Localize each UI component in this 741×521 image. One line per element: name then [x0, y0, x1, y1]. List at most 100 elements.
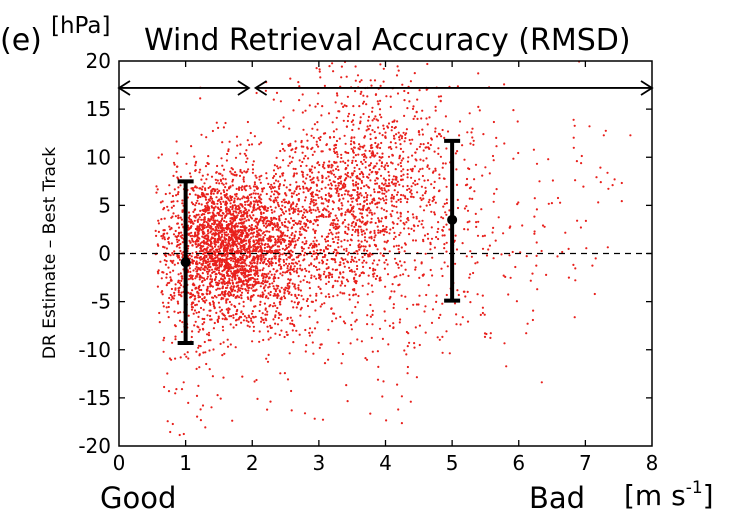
scatter-point	[234, 277, 237, 280]
scatter-point	[279, 238, 282, 241]
scatter-point	[306, 173, 309, 176]
scatter-point	[481, 311, 484, 315]
scatter-point	[308, 287, 311, 290]
scatter-point	[226, 281, 230, 285]
scatter-point	[414, 158, 417, 161]
scatter-point	[245, 242, 248, 245]
scatter-point	[338, 137, 341, 140]
scatter-point	[369, 156, 372, 159]
scatter-point	[196, 272, 199, 275]
scatter-point	[398, 321, 401, 324]
scatter-point	[368, 266, 371, 270]
scatter-point	[473, 178, 476, 181]
scatter-point	[276, 269, 279, 272]
scatter-point	[288, 155, 291, 158]
scatter-point	[337, 226, 340, 229]
scatter-point	[212, 232, 215, 235]
scatter-point	[310, 274, 313, 277]
scatter-point	[237, 204, 240, 207]
scatter-point	[280, 208, 283, 211]
scatter-point	[213, 188, 216, 191]
scatter-point	[388, 250, 391, 253]
scatter-point	[192, 301, 195, 304]
y-tick-label: 10	[86, 145, 111, 169]
scatter-point	[236, 290, 239, 293]
scatter-point	[225, 308, 228, 311]
scatter-point	[415, 110, 418, 113]
scatter-point	[256, 227, 259, 230]
scatter-point	[356, 338, 359, 341]
scatter-point	[406, 365, 409, 369]
scatter-point	[324, 208, 327, 211]
scatter-point	[545, 273, 548, 276]
scatter-point	[379, 146, 382, 150]
scatter-point	[304, 350, 307, 353]
scatter-point	[217, 269, 221, 272]
scatter-point	[239, 170, 242, 173]
scatter-point	[391, 204, 394, 207]
scatter-point	[201, 185, 204, 188]
scatter-point	[395, 261, 398, 265]
scatter-point	[288, 256, 291, 259]
scatter-point	[188, 220, 191, 223]
scatter-point	[259, 246, 262, 249]
scatter-point	[268, 285, 271, 288]
scatter-point	[303, 211, 306, 214]
scatter-point	[412, 117, 415, 120]
scatter-point	[556, 255, 559, 258]
scatter-point	[387, 189, 390, 192]
scatter-point	[423, 179, 426, 182]
scatter-point	[199, 408, 202, 411]
scatter-point	[242, 238, 246, 241]
scatter-point	[181, 254, 185, 257]
scatter-point	[359, 92, 362, 95]
scatter-point	[304, 154, 307, 158]
scatter-point	[331, 208, 334, 211]
scatter-point	[289, 244, 292, 247]
scatter-point	[201, 280, 204, 283]
scatter-point	[330, 307, 333, 310]
scatter-point	[400, 294, 403, 297]
scatter-point	[297, 284, 300, 287]
scatter-point	[198, 261, 201, 264]
scatter-point	[195, 240, 198, 243]
scatter-point	[394, 235, 397, 238]
scatter-point	[366, 214, 369, 217]
scatter-point	[283, 297, 287, 300]
scatter-point	[288, 212, 291, 215]
scatter-point	[376, 206, 379, 209]
scatter-point	[424, 192, 427, 195]
scatter-point	[245, 264, 248, 267]
scatter-point	[198, 225, 201, 228]
scatter-point	[379, 252, 382, 255]
scatter-point	[200, 133, 203, 136]
scatter-point	[190, 145, 193, 148]
scatter-point	[218, 229, 221, 232]
scatter-point	[197, 300, 200, 303]
scatter-point	[500, 253, 503, 256]
scatter-point	[265, 226, 268, 229]
scatter-point	[218, 287, 221, 290]
scatter-point	[322, 215, 325, 219]
scatter-point	[295, 297, 299, 300]
scatter-point	[160, 235, 163, 238]
scatter-point	[356, 193, 359, 197]
scatter-point	[472, 271, 475, 275]
scatter-point	[247, 245, 250, 248]
scatter-point	[253, 261, 256, 265]
scatter-point	[381, 152, 384, 155]
scatter-point	[174, 283, 177, 286]
scatter-point	[265, 319, 268, 322]
scatter-point	[211, 255, 214, 258]
scatter-point	[376, 119, 380, 122]
scatter-point	[383, 230, 386, 233]
scatter-point	[315, 255, 318, 259]
scatter-point	[200, 228, 203, 231]
scatter-point	[279, 313, 282, 316]
scatter-point	[240, 316, 243, 319]
scatter-point	[366, 125, 369, 128]
scatter-point	[378, 132, 381, 135]
scatter-point	[159, 260, 162, 263]
scatter-point	[249, 296, 252, 299]
scatter-point	[367, 115, 370, 118]
